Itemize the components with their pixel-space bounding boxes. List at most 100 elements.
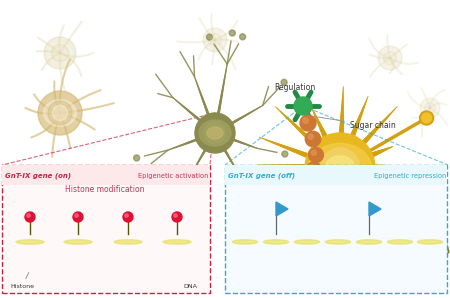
Circle shape (134, 155, 140, 161)
Ellipse shape (109, 247, 147, 256)
Ellipse shape (44, 100, 76, 126)
Ellipse shape (206, 33, 224, 47)
Ellipse shape (325, 156, 355, 180)
Circle shape (25, 212, 35, 222)
Circle shape (422, 113, 432, 123)
Ellipse shape (258, 243, 294, 254)
Circle shape (211, 36, 219, 44)
Ellipse shape (158, 247, 195, 256)
Circle shape (419, 111, 434, 125)
Circle shape (123, 212, 133, 222)
Circle shape (195, 113, 235, 153)
Ellipse shape (290, 247, 324, 256)
Circle shape (142, 166, 148, 172)
Circle shape (44, 37, 76, 69)
Circle shape (309, 148, 324, 162)
FancyBboxPatch shape (225, 165, 447, 293)
Ellipse shape (290, 243, 324, 252)
Ellipse shape (232, 240, 257, 244)
Ellipse shape (321, 247, 355, 256)
Circle shape (267, 173, 273, 179)
Text: Epigenetic activation: Epigenetic activation (138, 173, 208, 179)
Circle shape (303, 176, 317, 190)
Circle shape (294, 97, 312, 115)
Ellipse shape (321, 240, 355, 250)
Circle shape (279, 193, 284, 198)
Ellipse shape (59, 247, 96, 256)
Circle shape (178, 200, 184, 206)
Ellipse shape (352, 247, 386, 256)
Ellipse shape (228, 247, 261, 256)
FancyBboxPatch shape (2, 165, 210, 185)
Ellipse shape (227, 243, 263, 254)
Circle shape (203, 28, 227, 52)
Text: GnT-IX gene (on): GnT-IX gene (on) (5, 173, 71, 179)
Ellipse shape (320, 243, 356, 254)
Ellipse shape (294, 240, 320, 244)
Ellipse shape (309, 144, 372, 193)
Ellipse shape (259, 247, 292, 256)
Ellipse shape (11, 240, 49, 250)
Ellipse shape (59, 240, 97, 250)
Circle shape (125, 214, 128, 217)
Ellipse shape (414, 243, 447, 252)
Circle shape (308, 134, 313, 139)
Circle shape (262, 195, 276, 209)
Ellipse shape (158, 240, 196, 250)
Text: Histone: Histone (10, 272, 34, 289)
Ellipse shape (259, 243, 292, 252)
Ellipse shape (109, 240, 147, 249)
Circle shape (275, 176, 289, 190)
Circle shape (239, 34, 246, 40)
Ellipse shape (259, 240, 293, 250)
Ellipse shape (381, 245, 419, 257)
Circle shape (386, 54, 394, 62)
Ellipse shape (114, 240, 142, 244)
Circle shape (383, 51, 396, 65)
Ellipse shape (199, 120, 231, 146)
Ellipse shape (290, 240, 324, 249)
Polygon shape (276, 202, 288, 216)
Ellipse shape (381, 51, 399, 65)
Ellipse shape (163, 240, 191, 244)
Ellipse shape (351, 243, 387, 254)
Ellipse shape (64, 240, 92, 244)
Ellipse shape (156, 245, 198, 257)
Ellipse shape (352, 240, 386, 249)
FancyBboxPatch shape (2, 165, 210, 293)
Ellipse shape (290, 240, 324, 250)
Ellipse shape (288, 245, 326, 257)
Circle shape (303, 118, 308, 123)
Ellipse shape (107, 245, 149, 257)
Ellipse shape (228, 243, 261, 252)
Circle shape (277, 191, 291, 205)
Circle shape (307, 162, 321, 176)
Ellipse shape (411, 245, 449, 257)
Ellipse shape (356, 240, 382, 244)
Circle shape (48, 101, 72, 125)
Ellipse shape (383, 240, 417, 250)
Circle shape (310, 164, 315, 169)
Ellipse shape (382, 243, 418, 254)
Circle shape (282, 151, 288, 157)
Ellipse shape (414, 247, 447, 256)
Ellipse shape (228, 240, 261, 249)
Ellipse shape (383, 243, 417, 252)
Circle shape (204, 122, 226, 144)
Text: Sugar chain: Sugar chain (314, 117, 396, 130)
Circle shape (273, 190, 278, 195)
Ellipse shape (12, 247, 49, 256)
Ellipse shape (325, 240, 351, 244)
Ellipse shape (387, 240, 413, 244)
Circle shape (378, 46, 402, 70)
Ellipse shape (352, 243, 386, 252)
Circle shape (281, 79, 287, 85)
Circle shape (75, 214, 78, 217)
Ellipse shape (226, 245, 264, 257)
Ellipse shape (158, 243, 195, 252)
Ellipse shape (228, 240, 262, 250)
Circle shape (305, 133, 375, 203)
Ellipse shape (12, 240, 49, 249)
Circle shape (38, 91, 82, 135)
Ellipse shape (48, 44, 72, 63)
